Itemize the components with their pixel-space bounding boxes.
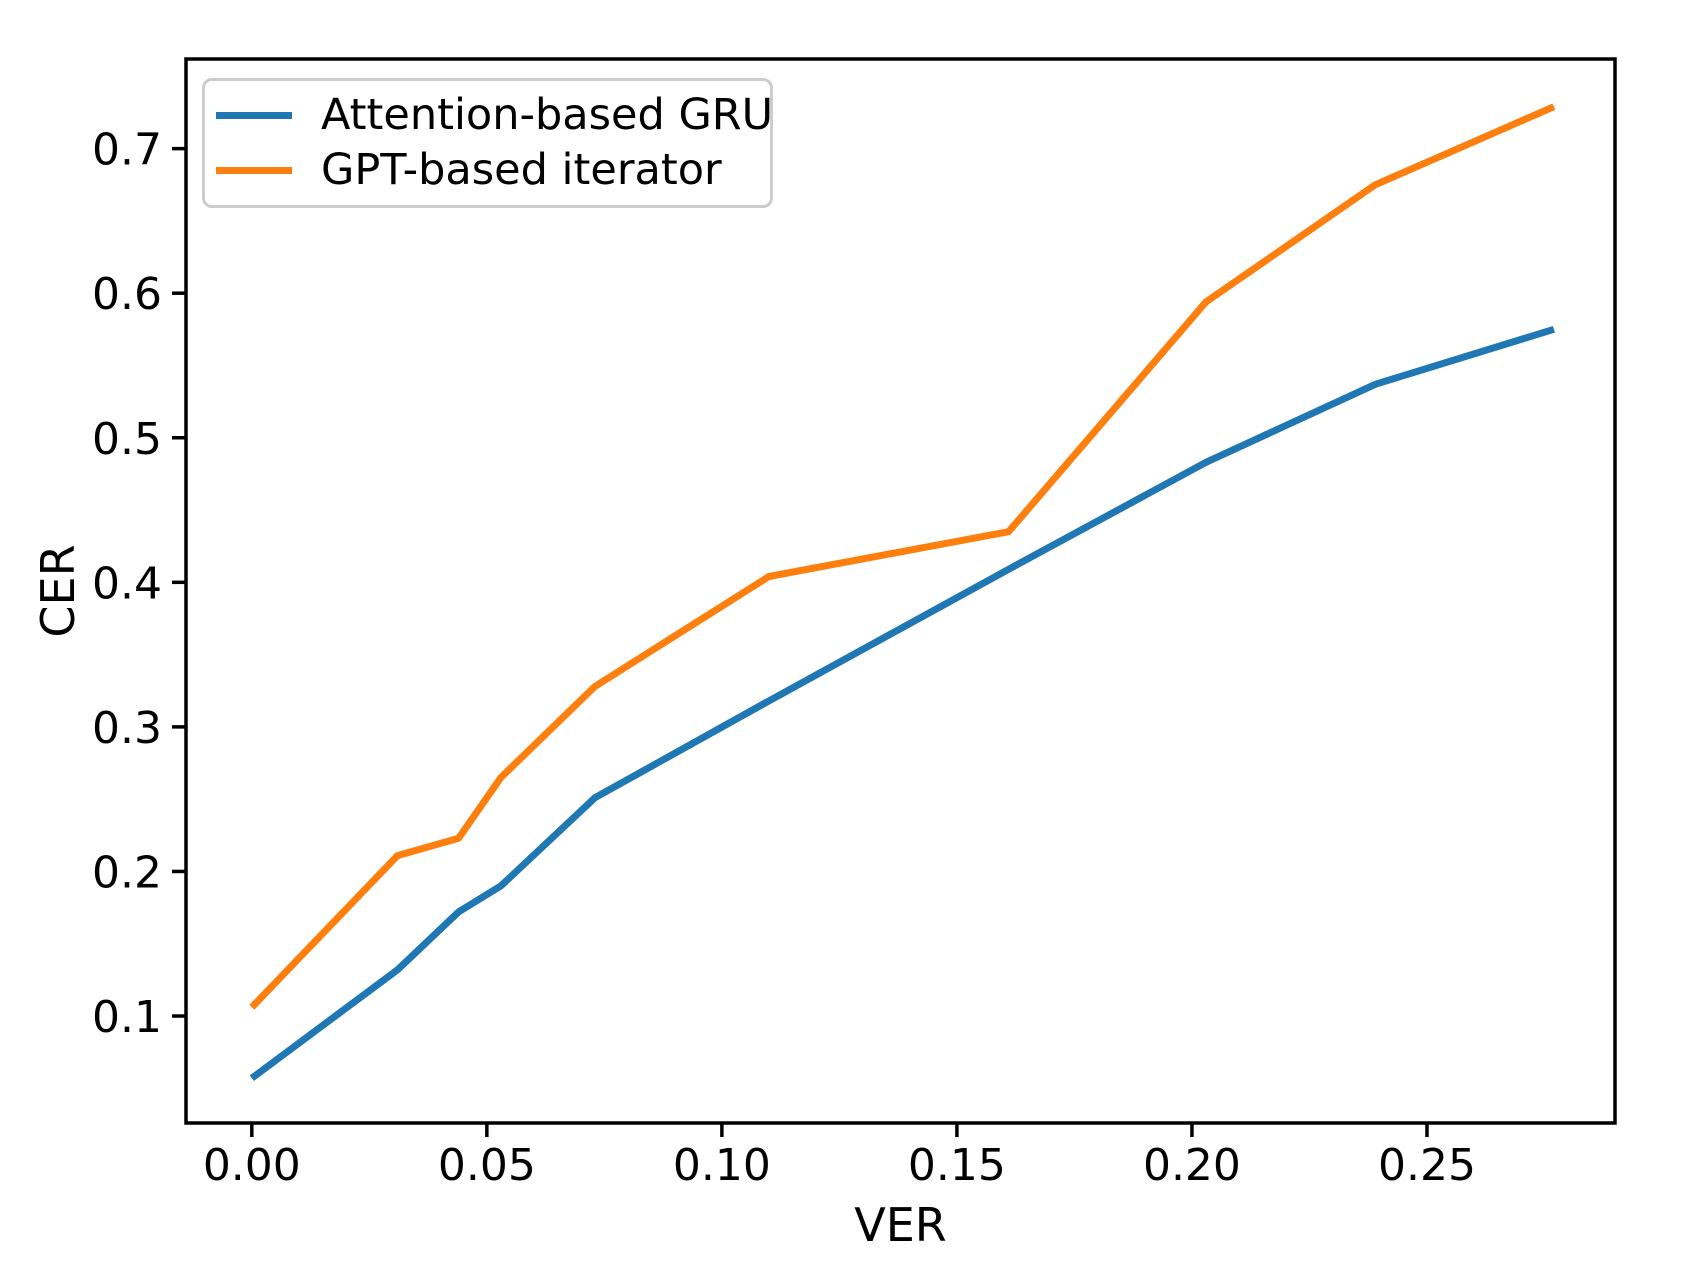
series-line-1 xyxy=(249,103,1556,1010)
legend-line-sample-orange xyxy=(216,167,292,175)
y-tick-label: 0.1 xyxy=(92,992,162,1043)
legend-label: GPT-based iterator xyxy=(321,145,722,196)
x-tick-label: 0.05 xyxy=(438,1140,536,1191)
x-tick-label: 0.10 xyxy=(673,1140,771,1191)
legend-label: Attention-based GRU xyxy=(321,89,774,140)
x-tick-label: 0.15 xyxy=(908,1140,1006,1191)
y-tick-label: 0.5 xyxy=(92,414,162,465)
x-axis-label: VER xyxy=(854,1198,947,1252)
x-tick-label: 0.00 xyxy=(203,1140,301,1191)
y-tick-label: 0.4 xyxy=(92,558,162,609)
y-tick-label: 0.2 xyxy=(92,847,162,898)
legend-line-sample-blue xyxy=(216,111,292,119)
y-axis-label: CER xyxy=(31,544,85,638)
x-tick-label: 0.20 xyxy=(1143,1140,1241,1191)
legend-item: Attention-based GRU xyxy=(216,89,774,140)
axes-frame xyxy=(184,57,1617,1125)
y-tick-label: 0.7 xyxy=(92,125,162,176)
x-tick-label: 0.25 xyxy=(1378,1140,1476,1191)
y-tick-label: 0.6 xyxy=(92,269,162,320)
legend: Attention-based GRU GPT-based iterator xyxy=(202,78,773,208)
legend-item: GPT-based iterator xyxy=(216,149,770,192)
series-line-0 xyxy=(249,325,1555,1082)
y-tick-label: 0.3 xyxy=(92,703,162,754)
